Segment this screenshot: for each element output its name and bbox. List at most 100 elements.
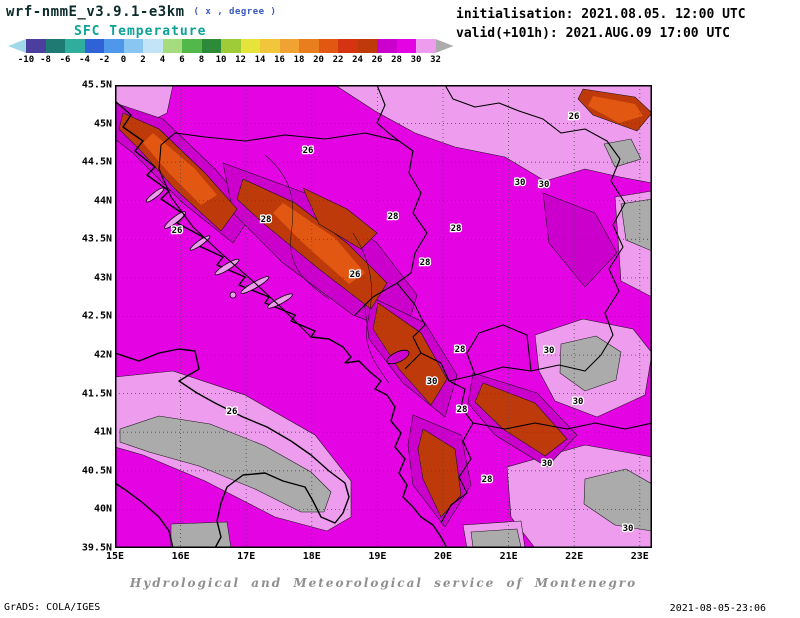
colorbar-tick-label: 14 (254, 55, 266, 65)
lon-tick-label: 20E (433, 551, 453, 562)
colorbar-segment (318, 39, 338, 53)
lat-tick-label: 44.5N (81, 156, 112, 168)
colorbar-segment (416, 39, 436, 53)
grads-credit: GrADS: COLA/IGES (4, 602, 101, 613)
colorbar-segments (26, 39, 436, 53)
colorbar-tick-label: -8 (40, 55, 51, 65)
colorbar-segment (357, 39, 377, 53)
lat-tick-label: 43.5N (81, 233, 112, 245)
colorbar-tick-label: 22 (332, 55, 344, 65)
colorbar-segment (201, 39, 221, 53)
lat-tick-label: 44N (93, 195, 112, 207)
colorbar-tick-label: -4 (79, 55, 90, 65)
contour-value-label: 30 (427, 377, 438, 387)
colorbar-tick-label: 32 (430, 55, 441, 65)
lon-tick-label: 22E (565, 551, 584, 562)
colorbar-tick-label: 4 (159, 55, 166, 65)
service-credit: Hydrological and Meteorological service … (129, 576, 638, 590)
plot-timestamp: 2021-08-05-23:06 (669, 603, 766, 614)
lat-tick-label: 43N (93, 272, 112, 284)
colorbar-tick-label: 24 (352, 55, 363, 65)
lat-tick-label: 42N (93, 349, 112, 361)
lon-tick-label: 16E (171, 551, 190, 562)
colorbar-segment (182, 39, 202, 53)
contour-value-label: 26 (569, 112, 580, 122)
colorbar-underflow-arrow (8, 39, 26, 53)
time-block: initialisation: 2021.08.05. 12:00 UTC va… (456, 5, 746, 43)
lat-tick-label: 45.5N (81, 79, 112, 91)
colorbar-tick-label: 6 (179, 55, 185, 65)
contour-value-label: 28 (482, 475, 493, 485)
contour-value-label: 26 (303, 146, 314, 156)
valid-time: valid(+101h): 2021.AUG.09 17:00 UTC (456, 26, 730, 41)
contour-labels: 26 28 28 28 26 30 30 28 26 28 30 30 28 30 26 28 30 30 26 (170, 111, 634, 536)
model-title: wrf-nmmE_v3.9.1-e3km ( x , degree ) (6, 4, 276, 20)
colorbar-segment (338, 39, 358, 53)
lon-tick-label: 21E (499, 551, 518, 562)
contour-value-label: 30 (515, 178, 526, 188)
contour-value-label: 26 (227, 407, 238, 417)
colorbar-segment (396, 39, 416, 53)
lat-tick-label: 42.5N (81, 310, 112, 322)
lon-tick-label: 15E (105, 551, 125, 562)
contour-value-label: 28 (451, 224, 462, 234)
init-time: initialisation: 2021.08.05. 12:00 UTC (456, 7, 746, 22)
contour-value-label: 30 (544, 346, 555, 356)
colorbar-segment (240, 39, 260, 53)
colorbar-segment (162, 39, 182, 53)
lat-tick-label: 40.5N (81, 465, 112, 477)
contour-value-label: 28 (261, 215, 272, 225)
map-border (115, 85, 652, 548)
contour-value-label: 28 (388, 212, 399, 222)
colorbar-tick-label: 16 (274, 55, 285, 65)
contour-value-label: 26 (350, 270, 361, 280)
colorbar-tick-label: 20 (313, 55, 324, 65)
colorbar-tick-label: 30 (410, 55, 422, 65)
colorbar-segment (26, 39, 46, 53)
colorbar-tick-label: 26 (371, 55, 383, 65)
lat-tick-label: 41.5N (81, 388, 112, 400)
map-canvas: 26 28 28 28 26 30 30 28 26 28 30 30 28 30 26 28 30 30 26 (114, 84, 653, 549)
contour-value-label: 28 (457, 405, 468, 415)
contour-value-label: 26 (172, 226, 183, 236)
lat-tick-label: 40N (93, 503, 112, 515)
contour-value-label: 30 (573, 397, 584, 407)
colorbar-tick-label: 8 (198, 55, 205, 65)
colorbar-tick-label: 18 (293, 55, 305, 65)
islands (145, 187, 410, 365)
contour-value-label: 28 (420, 258, 431, 268)
colorbar-segment (260, 39, 280, 53)
contour-value-label: 30 (623, 524, 634, 534)
colorbar-tick-label: 0 (120, 55, 127, 65)
lon-tick-label: 19E (368, 551, 387, 562)
field-title: SFC Temperature (74, 24, 207, 39)
colorbar-tick-label: -10 (17, 55, 35, 65)
lat-tick-label: 39.5N (81, 542, 112, 554)
colorbar-segment (65, 39, 85, 53)
lat-tick-label: 45N (93, 118, 112, 130)
contour-value-label: 30 (542, 459, 553, 469)
colorbar-overflow-arrow (435, 39, 454, 53)
map-frame: 26 28 28 28 26 30 30 28 26 28 30 30 28 30 26 28 30 30 26 (114, 84, 653, 549)
colorbar-segment (123, 39, 143, 53)
lat-axis: 45.5N 45N 44.5N 44N 43.5N 43N 42.5N 42N 41.5N 41N… (78, 80, 112, 554)
lon-tick-label: 23E (630, 551, 649, 562)
colorbar-segment (279, 39, 299, 53)
model-title-text: wrf-nmmE_v3.9.1-e3km (6, 4, 185, 20)
country-borders (158, 84, 653, 524)
colorbar-tick-label: -6 (59, 55, 71, 65)
colorbar (8, 39, 454, 53)
colorbar-tick-label: 10 (215, 55, 227, 65)
contour-value-label: 28 (455, 345, 466, 355)
lat-tick-label: 41N (93, 426, 112, 438)
colorbar-ticks: -10 -8 -6 -4 -2 0 2 4 6 8 10 12 14 16 18 20 22 24 26 28 30 32 (8, 55, 478, 66)
colorbar-segment (104, 39, 124, 53)
colorbar-segment (299, 39, 319, 53)
colorbar-segment (221, 39, 241, 53)
lon-tick-label: 17E (237, 551, 256, 562)
colorbar-segment (84, 39, 104, 53)
contour-value-label: 30 (539, 180, 550, 190)
grid-lines (115, 85, 652, 548)
lon-axis: 15E 16E 17E 18E 19E 20E 21E 22E 23E (106, 551, 652, 563)
